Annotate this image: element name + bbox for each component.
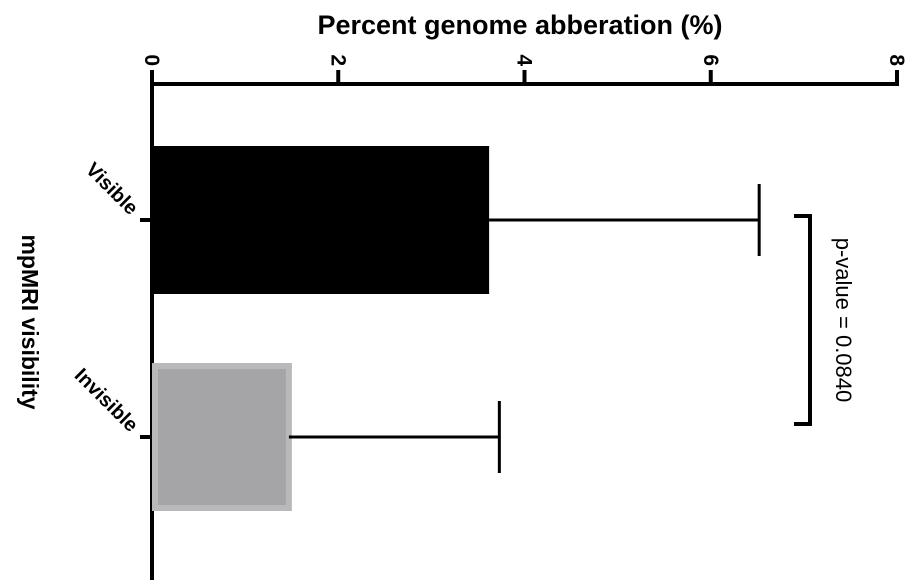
bars <box>140 146 490 511</box>
category-label: Invisible <box>70 364 142 436</box>
significance-bracket <box>794 214 812 426</box>
category-labels: Visible Invisible <box>70 159 142 437</box>
significance-annotation: p-value = 0.0840 <box>794 214 856 426</box>
error-bars <box>288 184 761 473</box>
bar <box>152 363 292 511</box>
x-axis-ticks: 0 2 4 6 8 <box>140 54 908 84</box>
x-tick-label: 6 <box>699 54 722 66</box>
x-tick-label: 8 <box>885 54 908 66</box>
x-tick-label: 2 <box>326 54 349 66</box>
category-label: Visible <box>81 159 142 220</box>
x-tick-label: 0 <box>140 54 163 66</box>
p-value-label: p-value = 0.0840 <box>831 238 856 403</box>
y-axis-label: mpMRI visibility <box>17 234 43 409</box>
bar <box>152 146 490 294</box>
chart-title: Percent genome abberation (%) <box>317 10 722 40</box>
x-tick-label: 4 <box>513 54 536 66</box>
